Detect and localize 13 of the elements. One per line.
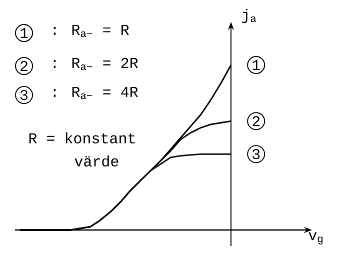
text: 3	[252, 149, 260, 160]
text: 1	[20, 28, 28, 38]
legend-label: 3	[20, 90, 28, 100]
annotation: värde	[74, 155, 118, 167]
text: 2	[20, 60, 28, 72]
annotation: R = konstant	[29, 132, 135, 144]
text: : R$_{a~}$ = R	[54, 24, 129, 38]
y-axis-title: j$_{a}$	[242, 8, 256, 23]
series-label: 2	[252, 116, 260, 126]
annotation: : R$_{a~}$ = 4R	[54, 86, 138, 100]
x-axis-title: v$_{g}$	[308, 232, 323, 244]
annotation: : R$_{a~}$ = 2R	[54, 58, 138, 70]
series-label: 1	[252, 60, 260, 70]
